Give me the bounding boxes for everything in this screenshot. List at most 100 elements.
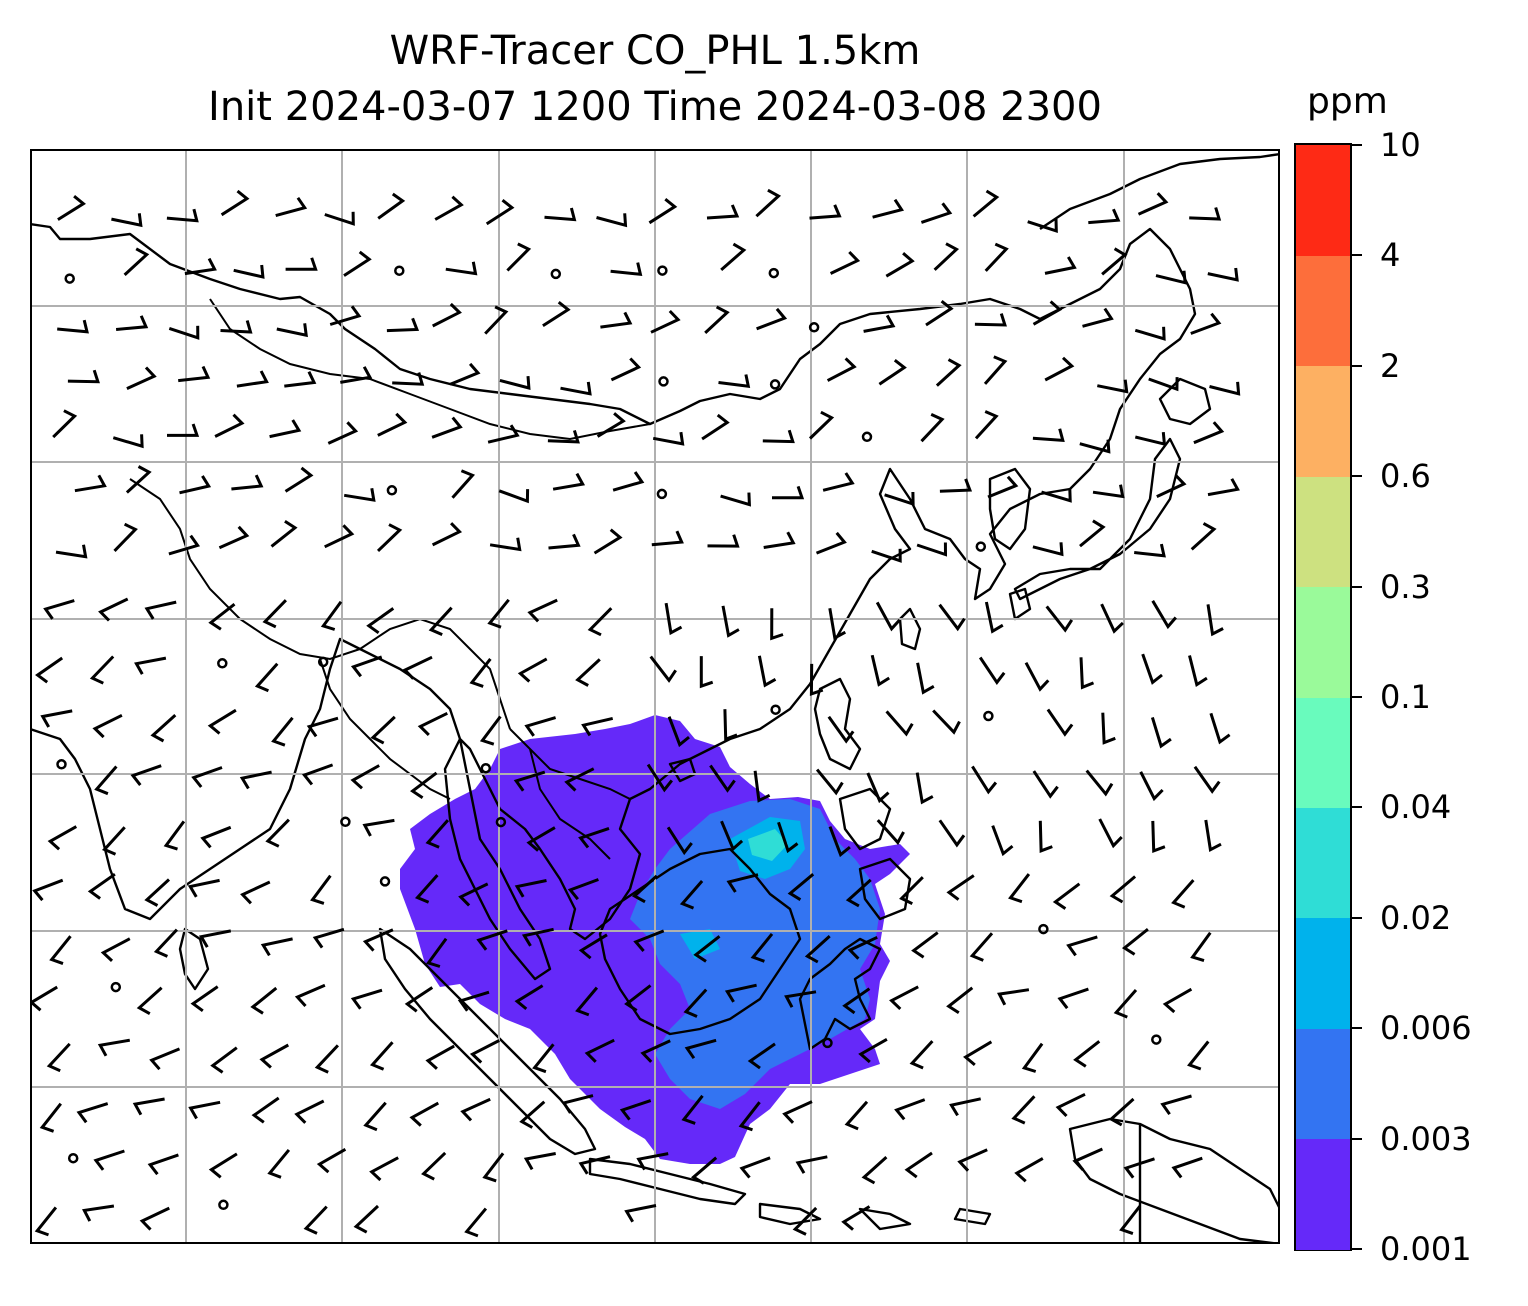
wind-barb — [681, 1094, 704, 1125]
wind-barb — [125, 465, 152, 494]
calm-wind-marker — [394, 265, 405, 276]
wind-barb — [262, 599, 287, 629]
wind-barb — [548, 533, 581, 550]
wind-barb — [35, 656, 64, 684]
colorbar-tick-8 — [1352, 364, 1362, 367]
wind-barb — [87, 872, 116, 900]
wind-barb — [899, 876, 924, 906]
wind-barb — [683, 988, 708, 1018]
wind-barb — [885, 710, 914, 737]
wind-barb — [220, 320, 253, 334]
wind-barb — [514, 879, 547, 898]
wind-barb — [46, 1042, 71, 1073]
wind-barb — [932, 709, 961, 735]
calm-wind-marker — [1038, 923, 1049, 935]
wind-barb — [771, 485, 805, 500]
wind-barb — [894, 1098, 926, 1121]
wind-barb — [1101, 247, 1128, 276]
wind-barb — [150, 713, 177, 743]
wind-barb — [76, 1102, 109, 1124]
wind-barb — [1021, 1042, 1044, 1073]
wind-barb — [267, 1148, 291, 1179]
wind-barb — [276, 323, 308, 338]
wind-barb — [386, 317, 420, 333]
wind-barb — [1055, 1092, 1086, 1118]
wind-barb — [624, 1204, 657, 1223]
wind-barb — [431, 522, 463, 547]
calm-wind-marker — [386, 485, 398, 496]
wind-barb — [808, 410, 835, 440]
calm-wind-marker — [550, 268, 562, 280]
wind-barb — [1109, 875, 1137, 904]
wind-barb — [721, 605, 740, 638]
wind-barb — [777, 821, 799, 854]
wind-barb — [1045, 605, 1074, 633]
wind-barb — [600, 311, 633, 329]
calm-wind-marker — [861, 431, 873, 443]
wind-barb — [532, 1043, 555, 1074]
wind-barb — [312, 927, 345, 949]
wind-barb — [316, 1147, 347, 1174]
wind-barb — [726, 873, 759, 893]
map-panel — [30, 149, 1280, 1244]
wind-barb — [693, 935, 721, 963]
wind-barb — [782, 1100, 813, 1124]
japan-kyushu — [1008, 587, 1032, 621]
wind-barb — [377, 412, 408, 437]
wind-barb — [445, 261, 478, 276]
wind-barb — [1121, 928, 1149, 956]
wind-barb — [1187, 1040, 1210, 1071]
wind-barb — [458, 882, 489, 907]
wind-barb — [191, 766, 223, 788]
colorbar-segment-3 — [1296, 807, 1350, 919]
wind-barb — [666, 826, 693, 856]
calm-wind-marker — [658, 376, 669, 387]
wind-barb — [343, 488, 376, 502]
wind-barb — [1190, 522, 1217, 551]
wind-barb — [649, 655, 677, 683]
wind-barb — [757, 655, 777, 688]
wind-barb — [747, 1042, 776, 1070]
wind-barb — [750, 932, 774, 963]
wind-barb — [612, 471, 645, 492]
wind-barb — [179, 475, 212, 495]
wind-barb — [167, 423, 200, 437]
wind-barb — [1134, 431, 1167, 447]
wind-barb — [233, 264, 265, 279]
wind-barb — [519, 1100, 546, 1129]
wind-barb — [362, 818, 395, 837]
wind-barb — [974, 410, 999, 440]
wind-barb — [362, 928, 394, 952]
wind-barb — [636, 1152, 669, 1171]
new-guinea — [1068, 1117, 1280, 1244]
wind-barb — [1160, 1094, 1192, 1116]
wind-barb — [1150, 716, 1172, 749]
wind-barb — [984, 601, 1004, 634]
wind-barb — [878, 359, 907, 386]
wind-barb — [542, 301, 571, 328]
wind-barb — [1134, 326, 1166, 341]
wind-barb — [1079, 439, 1111, 454]
wind-barb — [866, 772, 890, 804]
wind-barb — [578, 826, 610, 849]
wind-barb — [1088, 208, 1121, 225]
wind-barb — [991, 825, 1014, 857]
wind-barb — [593, 528, 623, 555]
wind-barb — [876, 819, 905, 846]
wind-barb — [1014, 1157, 1044, 1183]
wind-barb — [763, 531, 796, 549]
wind-barb — [431, 416, 463, 439]
calm-wind-marker — [340, 816, 351, 828]
wind-barb — [366, 607, 395, 635]
wind-barb — [52, 409, 78, 439]
wind-barb — [870, 654, 890, 687]
wind-barb — [190, 985, 219, 1013]
wind-barb — [920, 413, 945, 443]
wind-barb — [265, 818, 290, 848]
wind-barb — [1044, 256, 1077, 275]
wind-barb — [1151, 820, 1166, 854]
wind-barb — [30, 985, 58, 1012]
colorbar-tick-0 — [1352, 1248, 1362, 1250]
wind-barb — [610, 357, 642, 382]
wind-barb — [239, 770, 272, 790]
